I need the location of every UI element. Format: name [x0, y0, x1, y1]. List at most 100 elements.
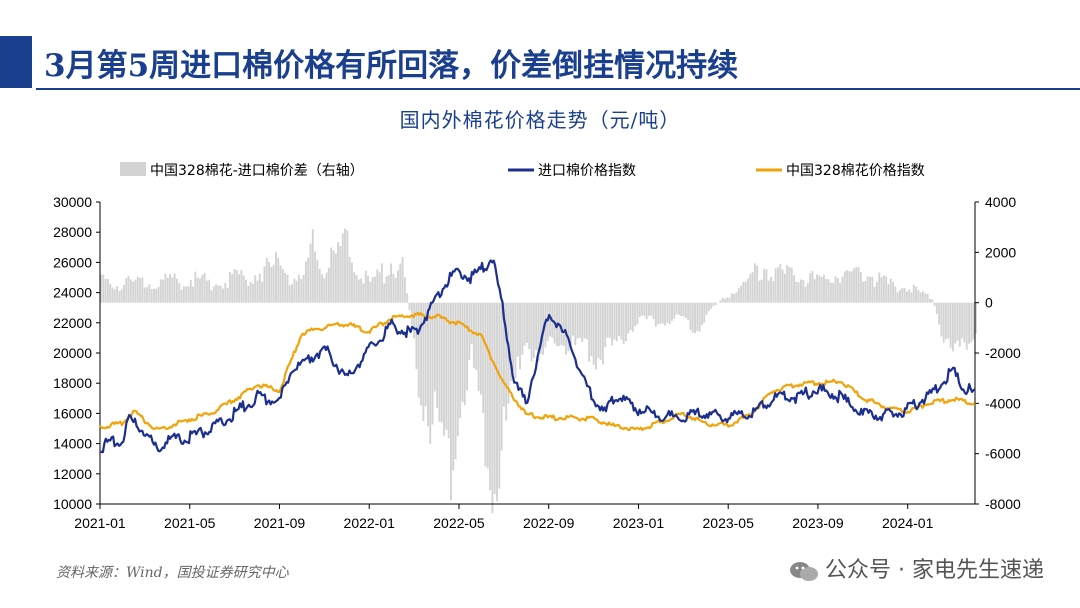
spread-bar [834, 276, 837, 303]
spread-bar [687, 302, 690, 320]
spread-bar [832, 282, 835, 303]
spread-bar [765, 269, 768, 303]
spread-bar [963, 302, 966, 343]
spread-bar [719, 300, 722, 303]
spread-bar [440, 302, 443, 423]
spread-bar [350, 262, 353, 303]
spread-bar [724, 298, 726, 303]
spread-bar [744, 281, 747, 303]
spread-bar [100, 274, 102, 303]
spread-bar [521, 302, 524, 355]
spread-bar [915, 286, 918, 303]
spread-bar [873, 286, 876, 303]
spread-bar [235, 269, 238, 303]
spread-bar [926, 293, 929, 303]
cotton-price-chart: 3000028000260002400022000200001800016000… [53, 162, 1021, 531]
spread-bar [684, 302, 687, 318]
spread-bar [896, 292, 899, 303]
spread-bar [438, 302, 441, 422]
spread-bar [601, 302, 604, 365]
spread-bar [968, 302, 970, 344]
spread-bar [189, 279, 192, 303]
spread-bar [344, 228, 346, 303]
spread-bar [599, 302, 602, 360]
spread-bar [809, 273, 812, 303]
spread-bar [447, 302, 450, 439]
spread-bar [703, 302, 706, 323]
spread-bar [132, 281, 135, 303]
spread-bar [753, 263, 756, 303]
spread-bar [240, 269, 243, 303]
spread-bar [643, 302, 646, 317]
spread-bar [786, 265, 789, 303]
spread-bar [772, 281, 775, 303]
spread-bar [219, 285, 222, 303]
spread-bar [928, 298, 931, 303]
spread-bar [887, 284, 890, 303]
spread-bar [578, 302, 581, 338]
spread-bar [763, 269, 766, 303]
spread-bar [537, 302, 540, 362]
spread-bar [942, 302, 945, 343]
spread-bar [159, 279, 162, 303]
spread-bar [422, 302, 425, 421]
spread-bar [793, 275, 795, 303]
spread-bar [327, 267, 330, 303]
spread-bar [947, 302, 950, 339]
spread-bar [433, 302, 436, 392]
spread-bar [951, 302, 954, 352]
spread-bar [383, 283, 386, 303]
spread-bar [922, 291, 924, 303]
spread-bar [390, 263, 393, 303]
spread-bar [841, 276, 844, 303]
spread-bar [210, 290, 213, 303]
spread-bar [341, 233, 344, 303]
spread-bar [334, 253, 337, 303]
spread-bar [737, 288, 740, 303]
y-left-tick-label: 18000 [53, 375, 92, 391]
spread-bar [461, 302, 464, 402]
spread-bar [311, 229, 314, 303]
spread-bar [611, 302, 614, 346]
spread-bar [484, 302, 487, 467]
spread-bar [233, 269, 236, 303]
spread-bar [629, 302, 632, 330]
spread-bar [790, 267, 793, 303]
y-right-tick-label: 4000 [985, 194, 1016, 210]
spread-bar [901, 288, 904, 303]
spread-bar [192, 286, 195, 303]
spread-bar [935, 302, 938, 315]
spread-bar [528, 302, 531, 350]
spread-bar [477, 302, 480, 392]
spread-bar [470, 302, 473, 345]
spread-bar [397, 270, 399, 303]
spread-bar [222, 288, 224, 303]
spread-bar [339, 246, 342, 303]
spread-bar [949, 302, 952, 348]
spread-bar [546, 302, 549, 342]
spread-bar [129, 279, 132, 303]
spread-bar [371, 276, 374, 303]
spread-bar [399, 263, 402, 303]
spread-bar [735, 292, 738, 303]
spread-bar [263, 266, 266, 303]
spread-bar [581, 302, 584, 342]
spread-bar [385, 276, 388, 303]
spread-bar [491, 302, 494, 514]
spread-bar [862, 281, 865, 303]
spread-bar [673, 302, 676, 319]
wechat-icon [790, 562, 819, 581]
spread-bar [931, 299, 934, 303]
spread-bar [583, 302, 586, 339]
spread-bar [141, 277, 144, 303]
spread-bar [945, 302, 947, 340]
spread-bar [726, 297, 729, 303]
spread-bar [304, 261, 307, 303]
spread-bar [496, 302, 498, 502]
spread-bar [618, 302, 620, 337]
spread-bar [109, 283, 112, 303]
spread-bar [251, 283, 254, 303]
spread-bar [532, 302, 535, 359]
spread-bar [157, 287, 160, 303]
spread-bar [572, 302, 574, 336]
